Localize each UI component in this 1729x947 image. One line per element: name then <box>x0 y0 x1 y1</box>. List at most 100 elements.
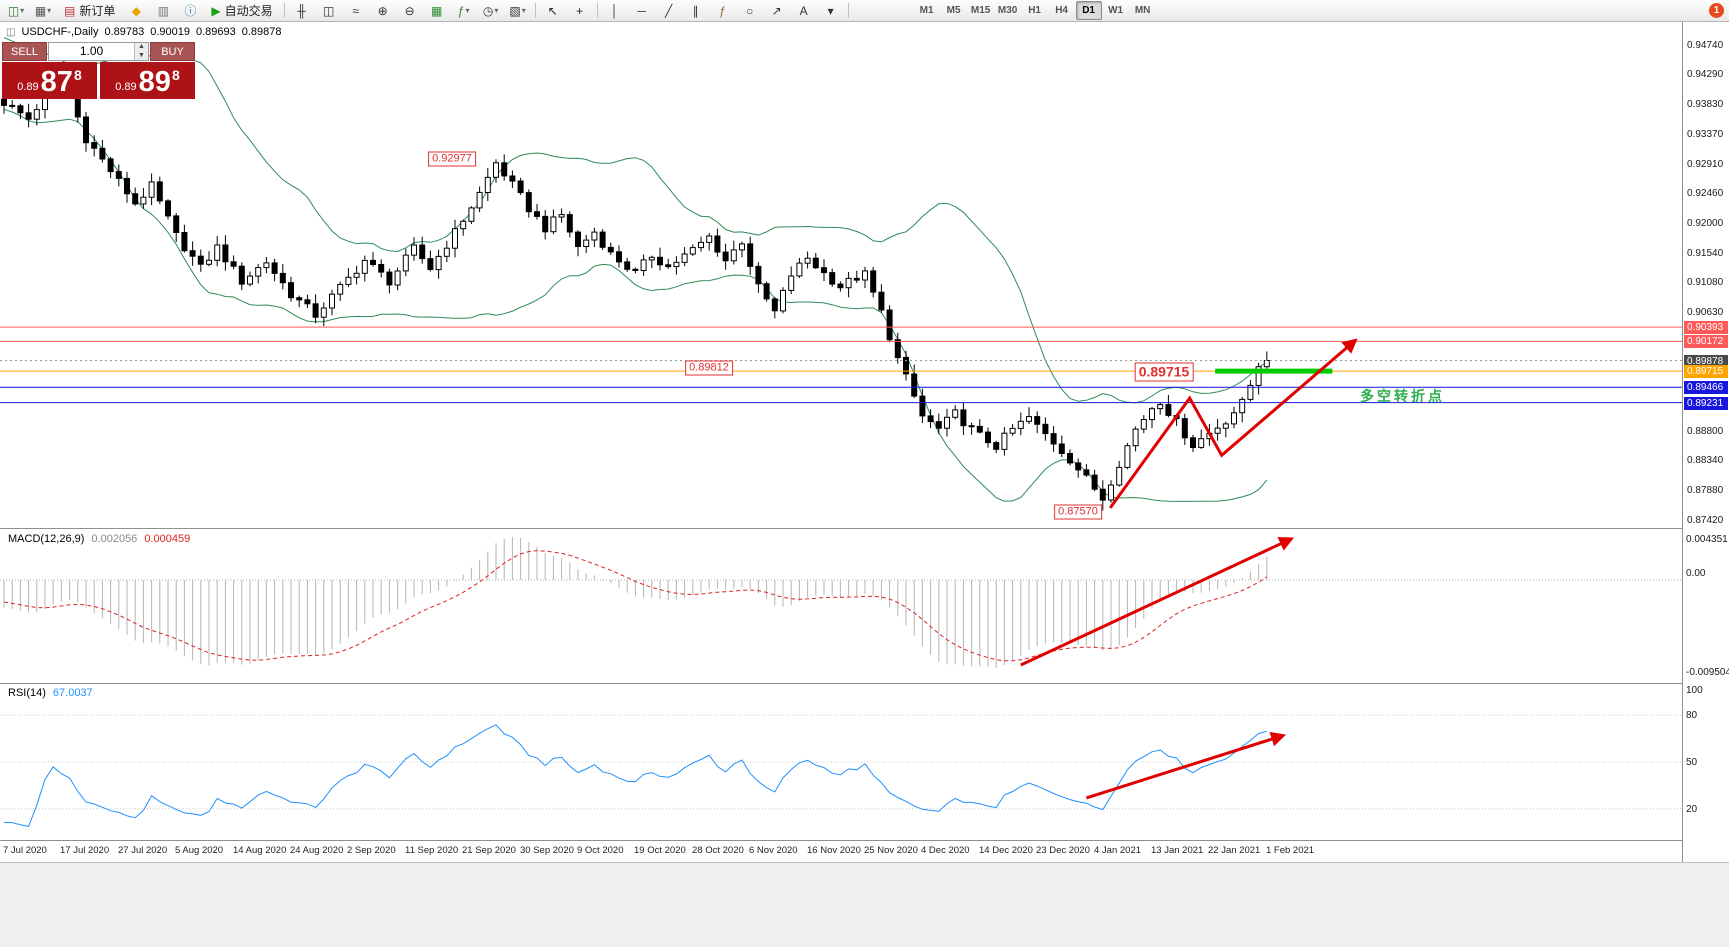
candle-bear <box>624 261 631 270</box>
tile-windows-icon[interactable]: ▦ <box>424 1 450 21</box>
price-axis[interactable]: 0.94740 0.94290 0.93830 0.93370 0.92910 0.924… <box>1682 22 1729 862</box>
date-label: 9 Oct 2020 <box>577 845 624 856</box>
new-chart-icon[interactable]: ◫ ▾ <box>3 1 29 21</box>
shapes-icon-glyph: ○ <box>745 3 754 18</box>
new-order-button[interactable]: ▤ 新订单 <box>57 1 122 21</box>
cursor-icon[interactable]: ↖ <box>540 1 566 21</box>
macd-panel-canvas[interactable] <box>0 529 1682 683</box>
sell-price-pip: 8 <box>73 67 82 83</box>
candle-bear <box>509 175 516 182</box>
candle-bear <box>427 258 434 271</box>
fibonacci-icon[interactable]: ƒ <box>710 1 736 21</box>
price-tick: 0.88340 <box>1687 455 1724 466</box>
candle-bear <box>25 112 32 120</box>
panel-separator[interactable] <box>0 528 1729 529</box>
market-watch-icon[interactable]: ▥ <box>150 1 176 21</box>
text-icon[interactable]: A <box>791 1 817 21</box>
candle-bull <box>550 216 557 233</box>
candle-bull <box>1239 398 1246 414</box>
zoom-in-icon[interactable]: ⊕ <box>370 1 396 21</box>
candle-bull <box>1009 427 1016 434</box>
candle-bear <box>238 265 245 285</box>
zoom-out-icon-glyph: ⊖ <box>404 3 415 18</box>
bar-chart-icon[interactable]: ╫ <box>289 1 315 21</box>
price-label-0.87570[interactable]: 0.87570 <box>1054 504 1102 520</box>
timeframe-M30[interactable]: M30 <box>997 5 1018 16</box>
info-icon[interactable]: ⓘ <box>177 1 203 21</box>
arrows-icon[interactable]: ↗ <box>764 1 790 21</box>
trendline-icon[interactable]: ╱ <box>656 1 682 21</box>
timeframe-M1[interactable]: M1 <box>919 5 934 16</box>
dropdown-caret-icon: ▾ <box>465 6 470 15</box>
vertical-line-icon[interactable]: │ <box>602 1 628 21</box>
zoom-out-icon[interactable]: ⊖ <box>397 1 423 21</box>
channel-icon[interactable]: ∥ <box>683 1 709 21</box>
candle-bull <box>263 262 270 269</box>
volume-value[interactable]: 1.00 <box>79 44 104 58</box>
date-label: 1 Feb 2021 <box>1266 845 1315 856</box>
rsi-trend-arrow[interactable] <box>1085 731 1287 800</box>
chart-window[interactable]: ◫ USDCHF-,Daily 0.89783 0.90019 0.89693 … <box>0 22 1729 862</box>
periods-icon[interactable]: ◷ ▾ <box>478 1 504 21</box>
timeframe-W1[interactable]: W1 <box>1108 5 1124 16</box>
candle-bull <box>394 270 401 286</box>
sell-button[interactable]: SELL <box>2 42 47 61</box>
timeframe-M15[interactable]: M15 <box>970 5 991 16</box>
time-axis[interactable]: 7 Jul 2020 17 Jul 2020 27 Jul 2020 5 Aug 20… <box>0 841 1682 862</box>
price-label-0.92977[interactable]: 0.92977 <box>428 151 476 167</box>
candle-bear <box>1181 418 1188 439</box>
volume-increase-button[interactable]: ▲ <box>135 43 148 52</box>
price-label-0.89715[interactable]: 0.89715 <box>1134 362 1194 382</box>
macd-value-signal: 0.000459 <box>144 533 191 545</box>
cursor-icon-glyph: ↖ <box>547 3 558 18</box>
candle-bull <box>1157 404 1164 410</box>
trend-zigzag-arrow[interactable] <box>1108 338 1358 509</box>
candle-bear <box>525 192 532 213</box>
candle-bull <box>583 239 590 248</box>
timeframe-M5[interactable]: M5 <box>946 5 961 16</box>
candle-bull <box>206 259 212 265</box>
timeframe-H1[interactable]: H1 <box>1028 5 1041 16</box>
autotrading-button[interactable]: ▶ 自动交易 <box>204 1 279 21</box>
templates-icon[interactable]: ▧ ▾ <box>505 1 531 21</box>
candle-bear <box>230 261 237 267</box>
candle-bear <box>1075 462 1082 471</box>
price-tag-key-level: 0.89715 <box>1684 365 1728 378</box>
rsi-axis-label: 20 <box>1686 804 1698 815</box>
price-tick: 0.88800 <box>1687 426 1724 437</box>
macd-value-main: 0.002056 <box>91 533 138 545</box>
candlestick-chart-icon[interactable]: ◫ <box>316 1 342 21</box>
candle-bull <box>140 196 147 205</box>
buy-button[interactable]: BUY <box>150 42 195 61</box>
crosshair-icon[interactable]: + <box>567 1 593 21</box>
timeframe-H4[interactable]: H4 <box>1055 5 1068 16</box>
price-chart-canvas[interactable] <box>0 22 1682 528</box>
volume-decrease-button[interactable]: ▼ <box>135 51 148 60</box>
buy-price-display[interactable]: 0.89 89 8 <box>100 62 195 99</box>
date-label: 5 Aug 2020 <box>175 845 224 856</box>
volume-input[interactable]: 1.00 ▲ ▼ <box>48 42 149 61</box>
candle-bull <box>361 259 368 274</box>
candle-bear <box>279 272 286 284</box>
rsi-panel-canvas[interactable] <box>0 684 1682 840</box>
profiles-icon[interactable]: ▦ ▾ <box>30 1 56 21</box>
panel-separator[interactable] <box>0 840 1729 841</box>
panel-separator[interactable] <box>0 683 1729 684</box>
more-tools-icon[interactable]: ▾ <box>818 1 844 21</box>
templates-icon-glyph: ▧ <box>509 3 521 18</box>
notification-badge[interactable]: 1 <box>1709 3 1724 18</box>
price-label-0.89812[interactable]: 0.89812 <box>685 360 733 376</box>
timeframe-D1[interactable]: D1 <box>1075 1 1102 20</box>
macd-trend-arrow[interactable] <box>1020 537 1295 667</box>
note-text-turning-point[interactable]: 多空转折点 <box>1360 388 1445 404</box>
horizontal-line-icon[interactable]: ─ <box>629 1 655 21</box>
timeframe-MN[interactable]: MN <box>1134 5 1151 16</box>
candle-bull <box>1198 438 1205 448</box>
megaphone-icon[interactable]: ◆ <box>123 1 149 21</box>
line-chart-icon[interactable]: ≈ <box>343 1 369 21</box>
sell-price-display[interactable]: 0.89 87 8 <box>2 62 97 99</box>
price-tick: 0.92000 <box>1687 218 1724 229</box>
price-tag-resistance-1: 0.90393 <box>1684 321 1728 334</box>
shapes-icon[interactable]: ○ <box>737 1 763 21</box>
indicators-icon[interactable]: ƒ ▾ <box>451 1 477 21</box>
